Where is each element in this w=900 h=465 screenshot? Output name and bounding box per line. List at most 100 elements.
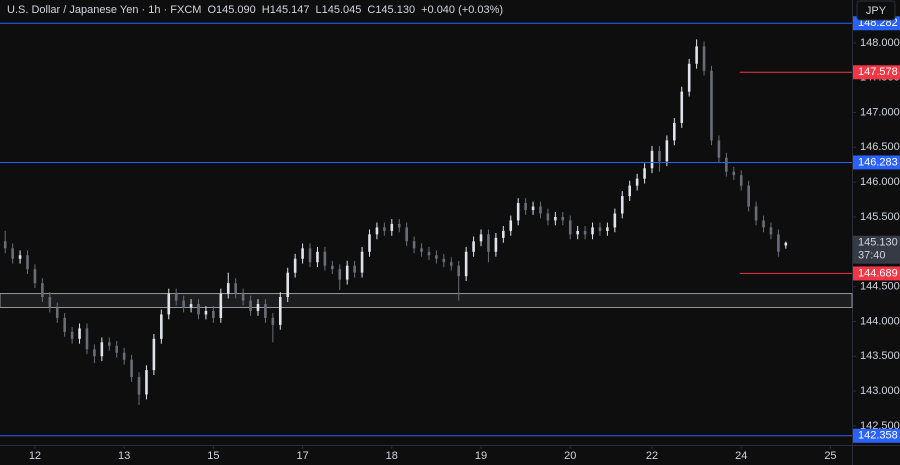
candle-body bbox=[710, 70, 713, 141]
header: U.S. Dollar / Japanese Yen · 1h · FXCM O1… bbox=[7, 4, 503, 16]
candle-body bbox=[241, 293, 245, 301]
candle-body bbox=[323, 251, 327, 266]
candle-body bbox=[264, 304, 267, 318]
close: C145.130 bbox=[367, 4, 415, 16]
candle-body bbox=[368, 234, 371, 252]
zone bbox=[0, 293, 853, 308]
level-label: 142.358 bbox=[858, 430, 898, 442]
candle-body bbox=[643, 168, 646, 179]
x-tick-label: 25 bbox=[824, 450, 836, 462]
candle-body bbox=[55, 307, 59, 318]
candle-body bbox=[665, 140, 669, 162]
candle-body bbox=[762, 220, 765, 228]
candle-body bbox=[375, 227, 379, 235]
last-price-box bbox=[853, 235, 900, 264]
y-tick-label: 147.000 bbox=[860, 106, 900, 118]
candle-body bbox=[293, 258, 297, 273]
candle-body bbox=[316, 251, 319, 263]
candle-body bbox=[308, 248, 312, 263]
candle-body bbox=[509, 220, 513, 231]
candle-body bbox=[673, 122, 676, 141]
candle-body bbox=[78, 328, 81, 339]
candle-body bbox=[487, 234, 490, 252]
candle-body bbox=[145, 370, 148, 395]
y-tick-label: 144.500 bbox=[860, 280, 900, 292]
candle-body bbox=[739, 175, 743, 186]
candle-body bbox=[725, 157, 728, 172]
candle-body bbox=[650, 150, 654, 169]
candle-body bbox=[420, 248, 423, 252]
candle-body bbox=[18, 255, 22, 259]
candle-body bbox=[732, 171, 736, 176]
candle-body bbox=[620, 196, 624, 214]
candle-body bbox=[613, 213, 617, 228]
high: H145.147 bbox=[262, 4, 310, 16]
y-tick-label: 148.000 bbox=[860, 37, 900, 49]
candle-body bbox=[412, 241, 416, 249]
candle-body bbox=[182, 300, 185, 308]
candle-body bbox=[383, 227, 386, 231]
level-label: 144.689 bbox=[858, 267, 898, 279]
x-tick-label: 15 bbox=[207, 450, 219, 462]
candle-body bbox=[271, 317, 275, 325]
candle-body bbox=[204, 310, 208, 315]
candle-body bbox=[212, 310, 215, 318]
candle-body bbox=[568, 220, 572, 235]
x-tick-label: 13 bbox=[118, 450, 130, 462]
candle-body bbox=[479, 234, 483, 242]
candle-body bbox=[256, 304, 260, 311]
candle-body bbox=[107, 342, 111, 346]
candle-body bbox=[494, 237, 498, 252]
y-tick-label: 145.500 bbox=[860, 211, 900, 223]
change: +0.040 (+0.03%) bbox=[421, 4, 503, 16]
candle-body bbox=[249, 300, 252, 311]
axes: 142.500143.000143.500144.000144.500145.0… bbox=[29, 16, 900, 462]
candle-body bbox=[338, 269, 342, 280]
level-label-box bbox=[853, 65, 900, 80]
candle-body bbox=[405, 227, 408, 242]
plot-area bbox=[0, 22, 853, 437]
candle-body bbox=[561, 216, 565, 221]
y-tick-label: 144.000 bbox=[860, 315, 900, 327]
candle-body bbox=[360, 251, 364, 273]
candle-body bbox=[70, 331, 74, 339]
y-tick-label: 143.000 bbox=[860, 385, 900, 397]
candle-body bbox=[85, 328, 89, 350]
currency-button[interactable]: JPY bbox=[866, 5, 887, 17]
countdown: 37:40 bbox=[858, 250, 886, 262]
candle-body bbox=[122, 352, 126, 360]
candle-body bbox=[777, 234, 780, 252]
candle-body bbox=[680, 91, 684, 123]
symbol-title: U.S. Dollar / Japanese Yen · 1h · FXCM bbox=[7, 4, 201, 16]
candle-body bbox=[427, 251, 431, 256]
candle-body bbox=[301, 248, 304, 259]
candle-body bbox=[160, 314, 163, 339]
open: O145.090 bbox=[207, 4, 255, 16]
candle-body bbox=[717, 140, 721, 158]
candle-body bbox=[442, 258, 446, 263]
candle-body bbox=[226, 283, 230, 294]
candle-body bbox=[197, 304, 200, 315]
candle-body bbox=[531, 206, 535, 211]
candle-body bbox=[33, 269, 37, 284]
currency-button-box[interactable] bbox=[856, 0, 896, 21]
candle-body bbox=[100, 342, 104, 357]
candle-body bbox=[137, 377, 141, 395]
candle-body bbox=[435, 255, 438, 259]
candle-body bbox=[784, 242, 788, 246]
x-tick-label: 19 bbox=[475, 450, 487, 462]
candle-body bbox=[390, 223, 394, 231]
candle-body bbox=[48, 297, 52, 308]
candle-body bbox=[11, 248, 14, 259]
candle-body bbox=[397, 223, 401, 228]
candle-body bbox=[516, 203, 520, 221]
x-tick-label: 17 bbox=[296, 450, 308, 462]
candle-body bbox=[464, 251, 468, 277]
candle-body bbox=[278, 297, 282, 325]
candle-body bbox=[130, 359, 133, 378]
candle-body bbox=[167, 293, 171, 315]
x-tick-label: 20 bbox=[564, 450, 576, 462]
candle-body bbox=[26, 255, 29, 270]
